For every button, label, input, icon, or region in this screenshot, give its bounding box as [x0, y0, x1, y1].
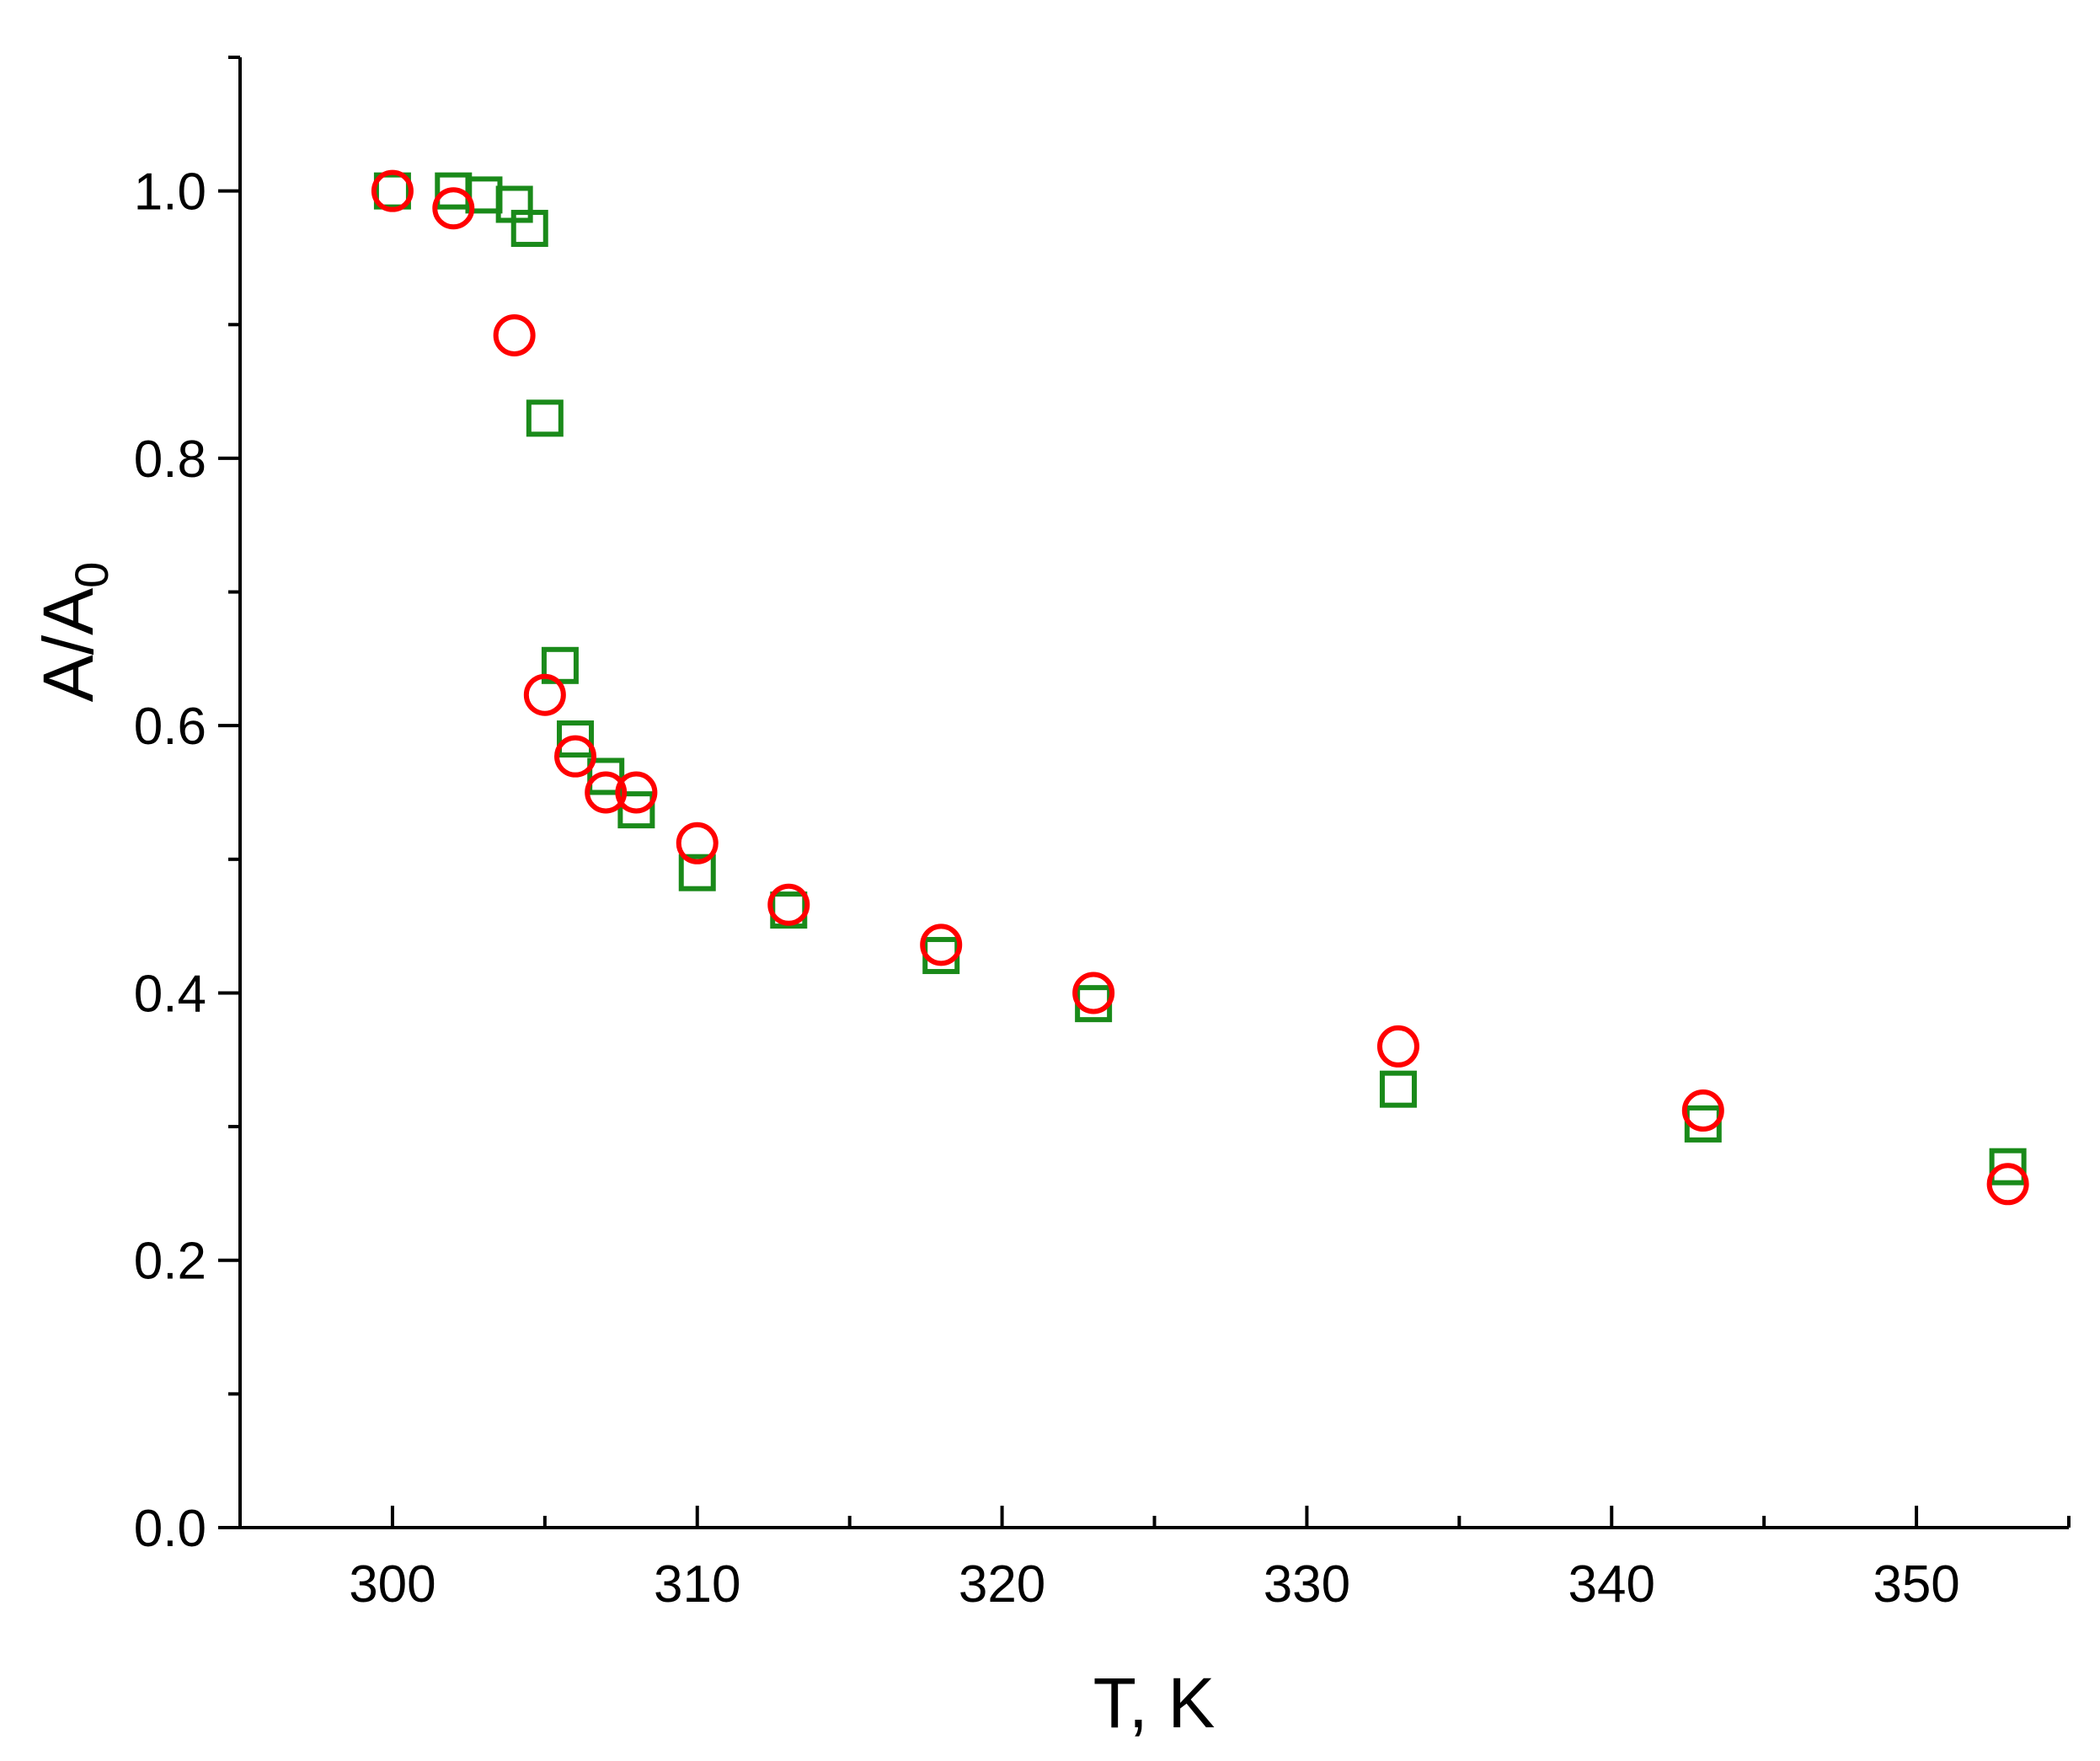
square-marker — [1989, 1148, 2027, 1186]
y-axis-title-subscript: 0 — [65, 562, 118, 588]
square-marker — [678, 854, 716, 891]
y-tick-label: 0.0 — [134, 1500, 206, 1558]
circle-marker — [615, 771, 658, 814]
y-tick-label: 0.8 — [134, 431, 206, 489]
x-tick-label: 310 — [654, 1555, 740, 1614]
x-tick-label: 350 — [1873, 1555, 1959, 1614]
square-marker — [587, 757, 625, 795]
circle-marker — [920, 923, 963, 966]
x-tick-label: 320 — [959, 1555, 1045, 1614]
x-tick-label: 340 — [1568, 1555, 1655, 1614]
square-marker — [617, 791, 655, 829]
circle-marker — [432, 187, 475, 230]
tick-labels: 300 310 320 330 340 350 0.0 0.2 0.4 0.6 0.8 1.0 — [134, 163, 1960, 1614]
x-tick-label: 300 — [349, 1555, 435, 1614]
y-tick-label: 0.4 — [134, 965, 206, 1023]
circle-marker — [1376, 1025, 1419, 1068]
square-marker — [510, 210, 548, 248]
y-axis-title-main: A/A — [29, 588, 108, 702]
circle-marker — [1681, 1089, 1724, 1132]
data-points — [371, 169, 2029, 1206]
square-marker — [373, 172, 411, 210]
square-marker — [1075, 985, 1113, 1023]
circle-marker — [585, 771, 628, 814]
axis-ticks — [218, 56, 2071, 1529]
square-marker — [1379, 1070, 1417, 1108]
circle-marker — [523, 673, 566, 716]
circle-marker — [767, 883, 810, 926]
circle-marker — [371, 169, 414, 212]
y-tick-label: 0.2 — [134, 1233, 206, 1291]
circle-marker — [493, 313, 536, 356]
square-marker — [922, 937, 960, 975]
y-tick-label: 0.6 — [134, 698, 206, 756]
circle-marker — [554, 735, 597, 778]
x-axis-title: T, K — [1093, 1663, 1216, 1742]
y-tick-label: 1.0 — [134, 163, 206, 222]
x-tick-label: 330 — [1264, 1555, 1350, 1614]
circle-marker — [1986, 1163, 2029, 1206]
square-marker — [526, 399, 564, 437]
circle-marker — [676, 822, 719, 864]
y-axis-title: A/A0 — [29, 562, 118, 703]
square-marker — [557, 720, 595, 758]
circle-marker — [1072, 971, 1115, 1014]
